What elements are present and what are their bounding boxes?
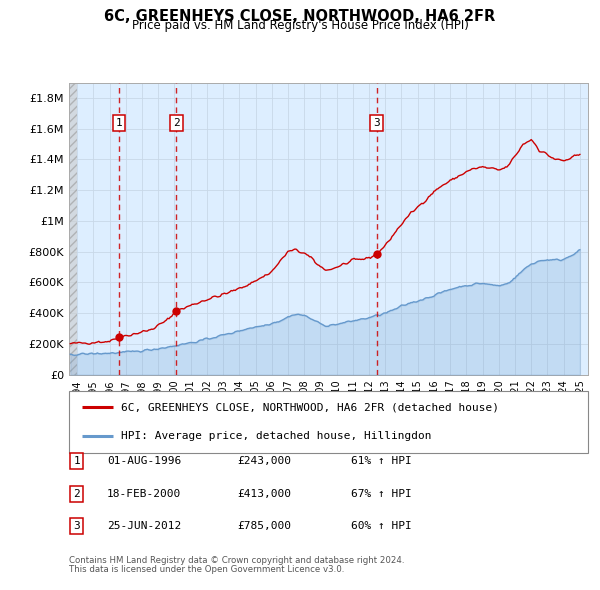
Text: £413,000: £413,000 xyxy=(237,489,291,499)
Text: 1: 1 xyxy=(73,457,80,466)
Text: £785,000: £785,000 xyxy=(237,522,291,531)
Text: HPI: Average price, detached house, Hillingdon: HPI: Average price, detached house, Hill… xyxy=(121,431,431,441)
Bar xyxy=(69,83,77,375)
Text: 60% ↑ HPI: 60% ↑ HPI xyxy=(351,522,412,531)
Text: 25-JUN-2012: 25-JUN-2012 xyxy=(107,522,181,531)
Text: 01-AUG-1996: 01-AUG-1996 xyxy=(107,457,181,466)
Text: £243,000: £243,000 xyxy=(237,457,291,466)
Text: 67% ↑ HPI: 67% ↑ HPI xyxy=(351,489,412,499)
Text: 3: 3 xyxy=(373,118,380,128)
Text: This data is licensed under the Open Government Licence v3.0.: This data is licensed under the Open Gov… xyxy=(69,565,344,574)
Text: 2: 2 xyxy=(73,489,80,499)
Text: Contains HM Land Registry data © Crown copyright and database right 2024.: Contains HM Land Registry data © Crown c… xyxy=(69,556,404,565)
Text: 6C, GREENHEYS CLOSE, NORTHWOOD, HA6 2FR: 6C, GREENHEYS CLOSE, NORTHWOOD, HA6 2FR xyxy=(104,9,496,24)
Text: 2: 2 xyxy=(173,118,180,128)
Text: 1: 1 xyxy=(116,118,122,128)
Text: 3: 3 xyxy=(73,522,80,531)
FancyBboxPatch shape xyxy=(69,391,588,453)
Text: 18-FEB-2000: 18-FEB-2000 xyxy=(107,489,181,499)
Text: 6C, GREENHEYS CLOSE, NORTHWOOD, HA6 2FR (detached house): 6C, GREENHEYS CLOSE, NORTHWOOD, HA6 2FR … xyxy=(121,402,499,412)
Text: 61% ↑ HPI: 61% ↑ HPI xyxy=(351,457,412,466)
Text: Price paid vs. HM Land Registry's House Price Index (HPI): Price paid vs. HM Land Registry's House … xyxy=(131,19,469,32)
